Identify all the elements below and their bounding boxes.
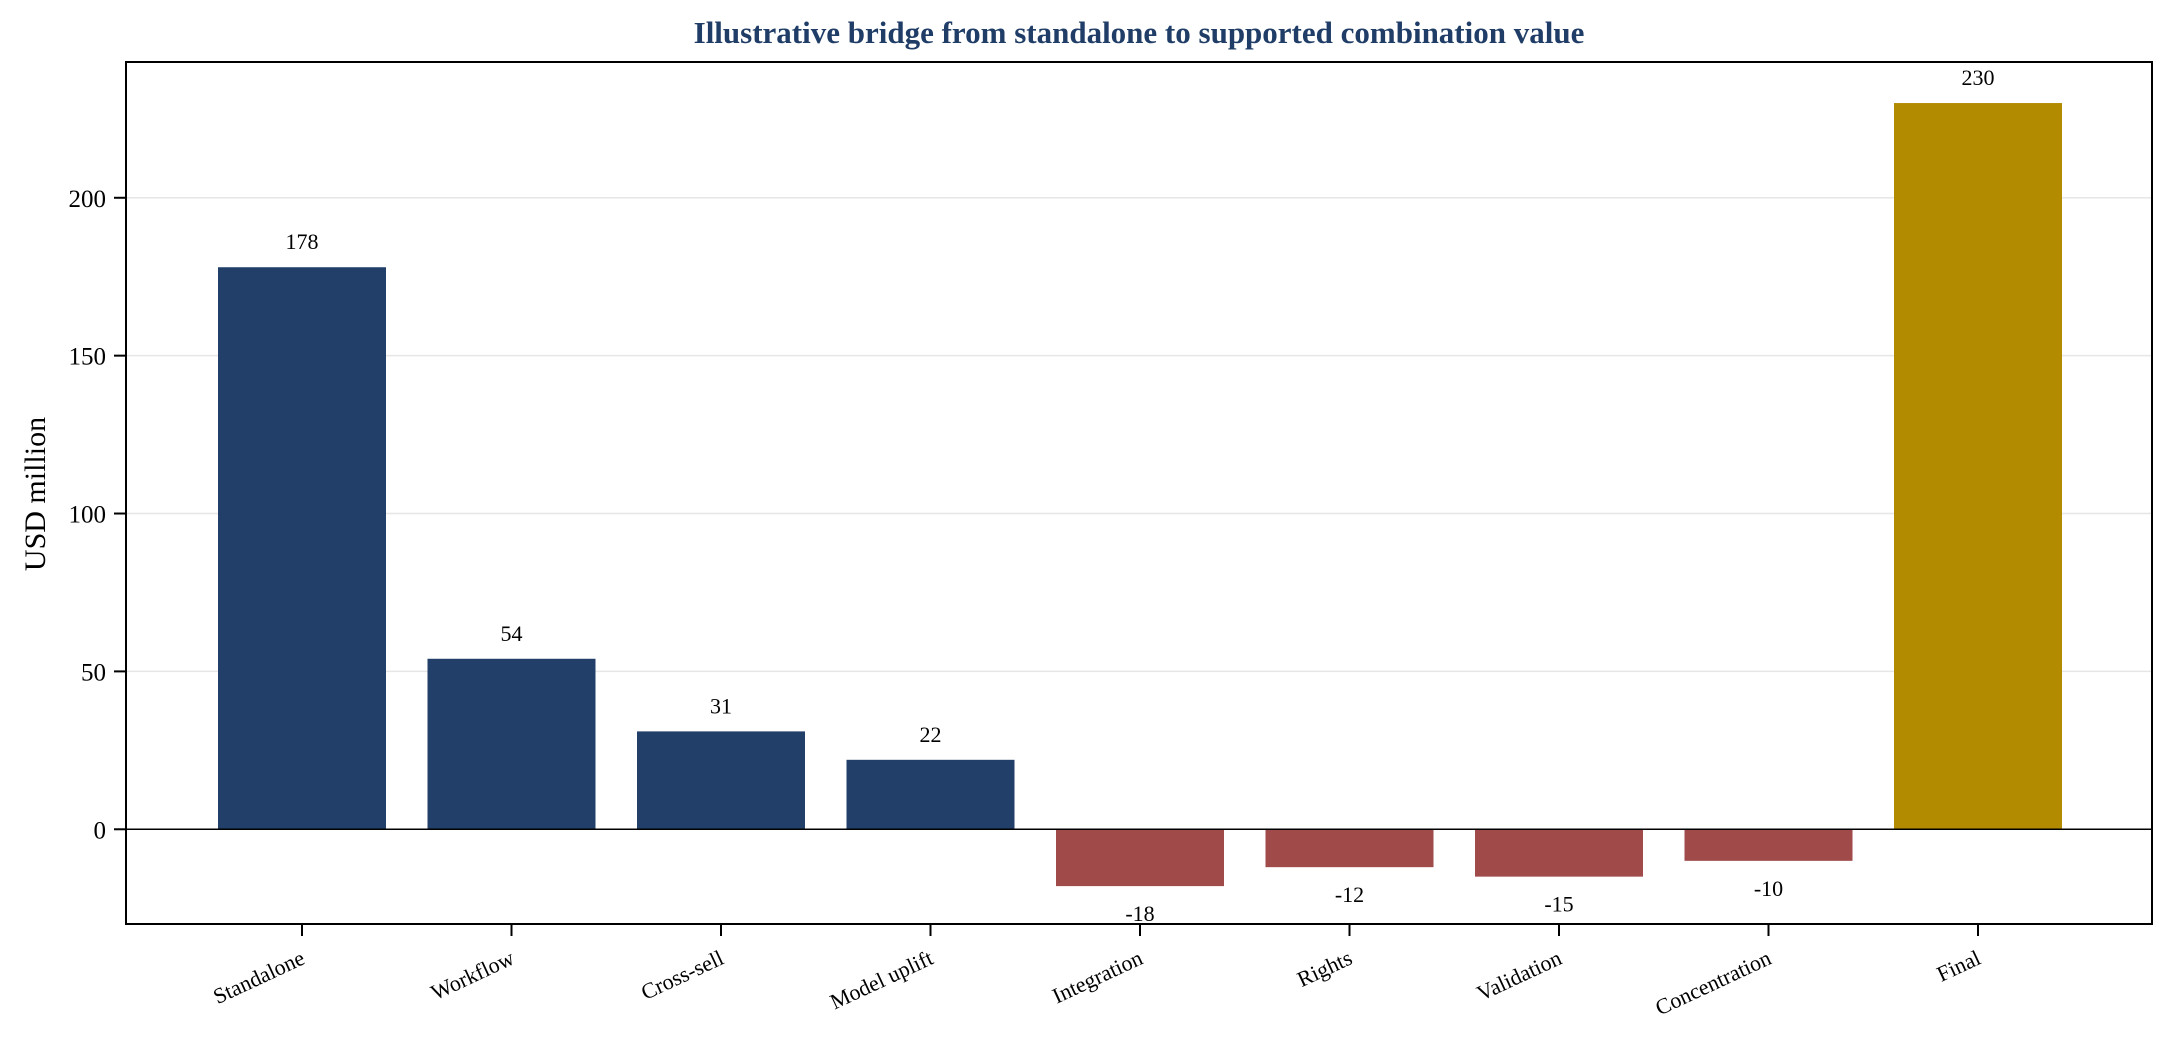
data-label: -18 bbox=[1125, 901, 1154, 926]
y-tick-label: 50 bbox=[81, 659, 106, 686]
gridlines bbox=[126, 197, 2152, 673]
data-labels: 178 54 31 22 -18 -12 -15 -10 230 bbox=[286, 65, 1995, 926]
y-ticks: 0 50 100 150 200 bbox=[69, 186, 126, 844]
bars bbox=[218, 103, 2062, 887]
data-label: 178 bbox=[286, 229, 319, 254]
y-tick-label: 150 bbox=[69, 344, 107, 371]
bar bbox=[218, 267, 386, 830]
bar bbox=[1265, 829, 1434, 868]
x-tick-label: Validation bbox=[1473, 945, 1566, 1006]
y-tick-label: 200 bbox=[69, 186, 107, 213]
y-axis-label: USD million bbox=[19, 417, 52, 571]
x-tick-label: Cross-sell bbox=[637, 945, 727, 1005]
x-tick-label: Final bbox=[1933, 945, 1985, 987]
data-label: 230 bbox=[1962, 65, 1995, 90]
data-label: 54 bbox=[501, 621, 523, 646]
bar bbox=[1684, 829, 1853, 861]
x-tick-label: Concentration bbox=[1651, 945, 1775, 1020]
y-tick-label: 0 bbox=[94, 817, 107, 844]
x-ticks: Standalone Workflow Cross-sell Model uplift… bbox=[209, 924, 1984, 1020]
data-label: -10 bbox=[1754, 876, 1783, 901]
chart-title: Illustrative bridge from standalone to s… bbox=[694, 15, 1585, 50]
bar bbox=[427, 658, 596, 830]
bar bbox=[1894, 103, 2062, 830]
x-tick-label: Workflow bbox=[427, 945, 518, 1005]
y-tick-label: 100 bbox=[69, 502, 107, 529]
x-tick-label: Standalone bbox=[209, 945, 308, 1009]
bar bbox=[637, 731, 805, 830]
bar bbox=[1056, 829, 1224, 887]
data-label: 22 bbox=[920, 722, 942, 747]
x-tick-label: Integration bbox=[1048, 945, 1146, 1008]
x-tick-label: Rights bbox=[1293, 945, 1356, 992]
data-label: -15 bbox=[1544, 892, 1573, 917]
x-tick-label: Model uplift bbox=[826, 945, 937, 1014]
data-label: 31 bbox=[710, 693, 732, 718]
bar bbox=[1475, 829, 1643, 877]
bar bbox=[846, 759, 1015, 830]
data-label: -12 bbox=[1335, 882, 1364, 907]
